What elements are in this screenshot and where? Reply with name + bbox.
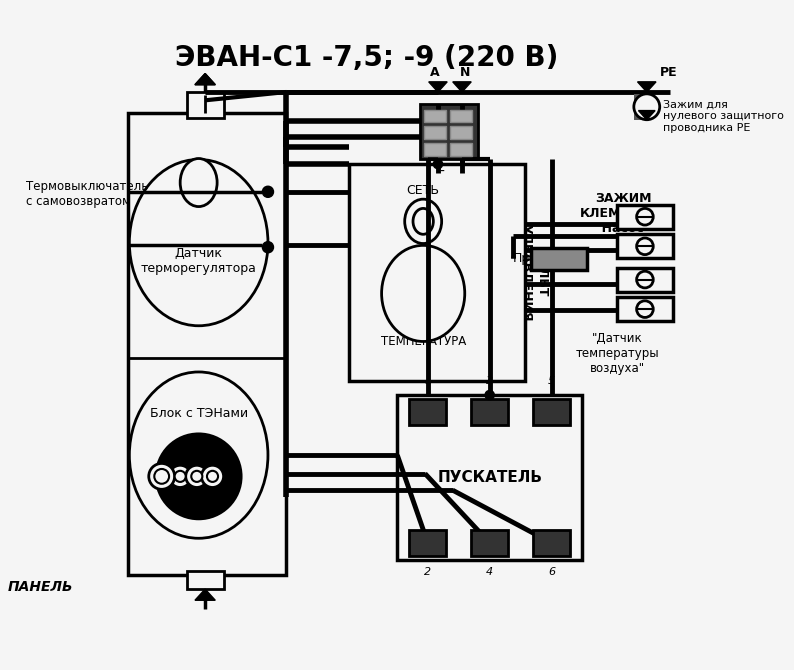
Circle shape: [202, 465, 224, 488]
Ellipse shape: [129, 159, 268, 326]
Text: ЗАЖИМ
КЛЕММНЫЙ
"Насос": ЗАЖИМ КЛЕММНЫЙ "Насос": [580, 192, 668, 234]
Bar: [450, 126, 472, 139]
Circle shape: [262, 242, 273, 253]
Text: Термовыключатель
с самовозвратом: Термовыключатель с самовозвратом: [26, 180, 148, 208]
Circle shape: [262, 186, 273, 198]
Circle shape: [207, 471, 218, 482]
Bar: [128, 113, 287, 576]
Bar: [349, 164, 525, 381]
Ellipse shape: [129, 372, 268, 538]
Bar: [410, 530, 446, 556]
Circle shape: [634, 94, 660, 120]
Bar: [420, 104, 478, 159]
Bar: [424, 143, 446, 155]
Bar: [397, 395, 582, 559]
Bar: [617, 297, 673, 321]
Circle shape: [637, 271, 653, 288]
Bar: [410, 399, 446, 425]
Bar: [531, 248, 587, 270]
Circle shape: [637, 301, 653, 318]
Circle shape: [169, 465, 191, 488]
Polygon shape: [634, 94, 647, 107]
Bar: [533, 399, 570, 425]
Text: 4: 4: [486, 567, 493, 577]
Polygon shape: [453, 82, 471, 92]
Circle shape: [186, 465, 208, 488]
Text: 6: 6: [548, 567, 555, 577]
Circle shape: [416, 272, 430, 287]
Circle shape: [637, 208, 653, 225]
Ellipse shape: [180, 159, 217, 206]
Text: А: А: [430, 66, 440, 79]
Text: ТЕМПЕРАТУРА: ТЕМПЕРАТУРА: [380, 335, 466, 348]
Circle shape: [156, 434, 241, 519]
Text: ПУЛЬТ
УПРАВЛЕНИЯ: ПУЛЬТ УПРАВЛЕНИЯ: [520, 224, 548, 322]
Circle shape: [434, 159, 442, 169]
Text: 3: 3: [486, 376, 493, 386]
Ellipse shape: [405, 199, 441, 243]
Text: СЕТЬ: СЕТЬ: [407, 184, 440, 198]
Text: Датчик
терморегулятора: Датчик терморегулятора: [141, 247, 256, 275]
Bar: [617, 205, 673, 228]
Bar: [471, 530, 508, 556]
Text: 1: 1: [424, 376, 431, 386]
Bar: [471, 399, 508, 425]
Circle shape: [148, 464, 175, 489]
Bar: [424, 110, 446, 123]
Circle shape: [175, 471, 186, 482]
Circle shape: [191, 471, 202, 482]
Polygon shape: [429, 82, 447, 92]
Bar: [187, 571, 224, 589]
Bar: [424, 126, 446, 139]
Text: Блок с ТЭНами: Блок с ТЭНами: [149, 407, 248, 420]
Text: Пр: Пр: [513, 252, 530, 265]
Polygon shape: [638, 111, 655, 120]
Text: ПАНЕЛЬ: ПАНЕЛЬ: [7, 580, 73, 594]
Text: НАГРЕВ: НАГРЕВ: [399, 257, 448, 269]
Text: "Датчик
температуры
воздуха": "Датчик температуры воздуха": [576, 332, 659, 375]
Polygon shape: [634, 107, 647, 120]
Circle shape: [485, 391, 495, 400]
Bar: [450, 143, 472, 155]
Bar: [187, 92, 224, 118]
Ellipse shape: [413, 208, 434, 234]
Polygon shape: [195, 74, 215, 84]
Text: -: -: [439, 165, 444, 179]
Text: 2: 2: [424, 567, 431, 577]
Text: ПУСКАТЕЛЬ: ПУСКАТЕЛЬ: [437, 470, 542, 485]
Bar: [617, 234, 673, 259]
Bar: [533, 530, 570, 556]
Ellipse shape: [382, 245, 464, 342]
Text: Зажим для
нулевого защитного
проводника РЕ: Зажим для нулевого защитного проводника …: [664, 99, 784, 133]
Text: ЭВАН-С1 -7,5; -9 (220 В): ЭВАН-С1 -7,5; -9 (220 В): [175, 44, 558, 72]
Bar: [617, 267, 673, 291]
Polygon shape: [195, 74, 215, 84]
Text: 5: 5: [548, 376, 555, 386]
Text: N: N: [460, 66, 470, 79]
Text: РЕ: РЕ: [660, 66, 677, 79]
Bar: [450, 110, 472, 123]
Polygon shape: [638, 82, 656, 92]
Circle shape: [154, 469, 169, 484]
Circle shape: [637, 238, 653, 255]
Polygon shape: [195, 589, 215, 600]
